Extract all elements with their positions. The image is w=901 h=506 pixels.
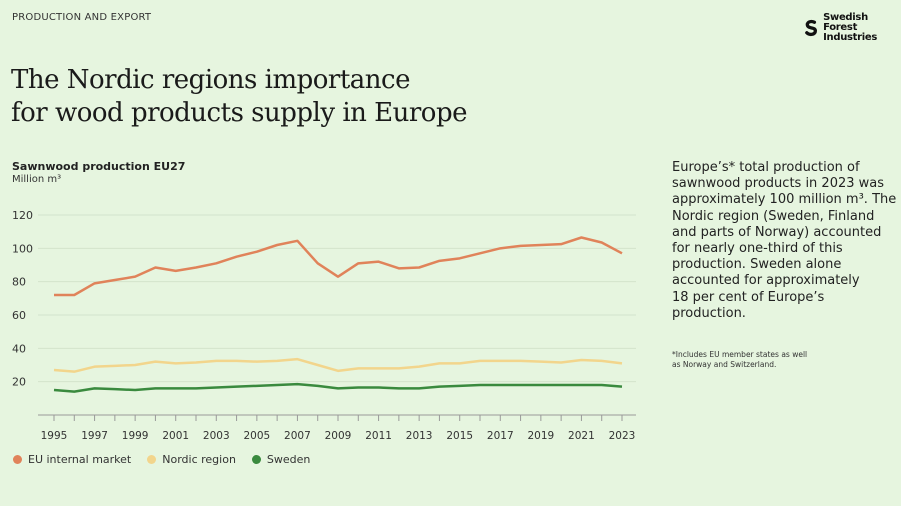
- y-tick-label: 20: [12, 376, 26, 389]
- x-tick-label: 2021: [568, 430, 595, 442]
- logo-text-1: Swedish Forest: [823, 12, 868, 33]
- legend-dot-icon: [147, 455, 157, 464]
- y-tick-label: 80: [12, 276, 26, 289]
- title-line: for wood products supply in Europe: [11, 98, 467, 128]
- series-line-sweden: [53, 382, 623, 393]
- y-tick-label: 100: [12, 242, 33, 255]
- logo-text-2: Industries: [823, 32, 878, 43]
- x-tick-label: 2003: [203, 430, 230, 442]
- legend-item: EU internal market: [13, 453, 131, 466]
- summary-line: accounted for approximately: [672, 273, 860, 289]
- footnote-line: *Includes EU member states as well: [672, 350, 808, 359]
- summary-text: Europe’s* total production of sawnwood pr…: [672, 160, 896, 322]
- x-tick-label: 2017: [487, 430, 514, 442]
- y-tick-label: 60: [12, 309, 26, 322]
- page-title: The Nordic regions importance for wood p…: [11, 64, 467, 130]
- legend-item: Sweden: [251, 453, 311, 466]
- footnote: *Includes EU member states as well as Nor…: [672, 350, 807, 370]
- footnote-line: as Norway and Switzerland.: [672, 360, 777, 369]
- legend-item: Nordic region: [147, 453, 236, 466]
- summary-line: approximately 100 million m³. The: [672, 192, 897, 208]
- summary-line: production.: [672, 305, 746, 321]
- legend-dot-icon: [13, 455, 22, 464]
- x-tick-label: 1999: [122, 430, 149, 442]
- chart-unit: Million m³: [12, 174, 62, 185]
- summary-line: Europe’s* total production of: [672, 160, 860, 175]
- x-tick-label: 2023: [609, 430, 636, 442]
- chart-legend: EU internal market Nordic region Sweden: [13, 453, 310, 466]
- title-line: The Nordic regions importance: [11, 65, 410, 95]
- swedish-forest-industries-logo: Swedish Forest Industries: [803, 13, 901, 43]
- x-tick-label: 2011: [365, 430, 392, 442]
- legend-label: Sweden: [266, 453, 311, 466]
- legend-label: Nordic region: [162, 453, 236, 466]
- x-tick-label: 2005: [243, 430, 270, 442]
- x-tick-label: 1995: [41, 430, 68, 442]
- summary-line: for nearly one-third of this: [672, 241, 843, 257]
- y-tick-label: 40: [12, 342, 26, 355]
- x-tick-label: 1997: [81, 430, 108, 442]
- legend-label: EU internal market: [28, 453, 132, 466]
- x-tick-label: 2001: [162, 430, 189, 442]
- summary-line: Nordic region (Sweden, Finland: [672, 208, 875, 224]
- summary-line: production. Sweden alone: [672, 257, 842, 273]
- y-tick-label: 120: [12, 209, 33, 222]
- x-tick-label: 2015: [446, 430, 473, 442]
- logo-mark-icon: [805, 19, 818, 37]
- summary-line: 18 per cent of Europe’s: [672, 289, 825, 305]
- chart-title: Sawnwood production EU27: [12, 160, 186, 173]
- summary-line: sawnwood products in 2023 was: [672, 176, 885, 192]
- legend-dot-icon: [251, 455, 261, 464]
- series-line-nordic-region: [53, 357, 623, 373]
- series-line-eu-internal-market: [54, 236, 623, 297]
- x-tick-label: 2019: [527, 430, 554, 442]
- x-tick-label: 2009: [325, 430, 352, 442]
- summary-line: and parts of Norway) accounted: [672, 224, 882, 240]
- section-kicker: PRODUCTION AND EXPORT: [12, 12, 152, 23]
- x-tick-label: 2013: [406, 430, 433, 442]
- x-tick-label: 2007: [284, 430, 311, 442]
